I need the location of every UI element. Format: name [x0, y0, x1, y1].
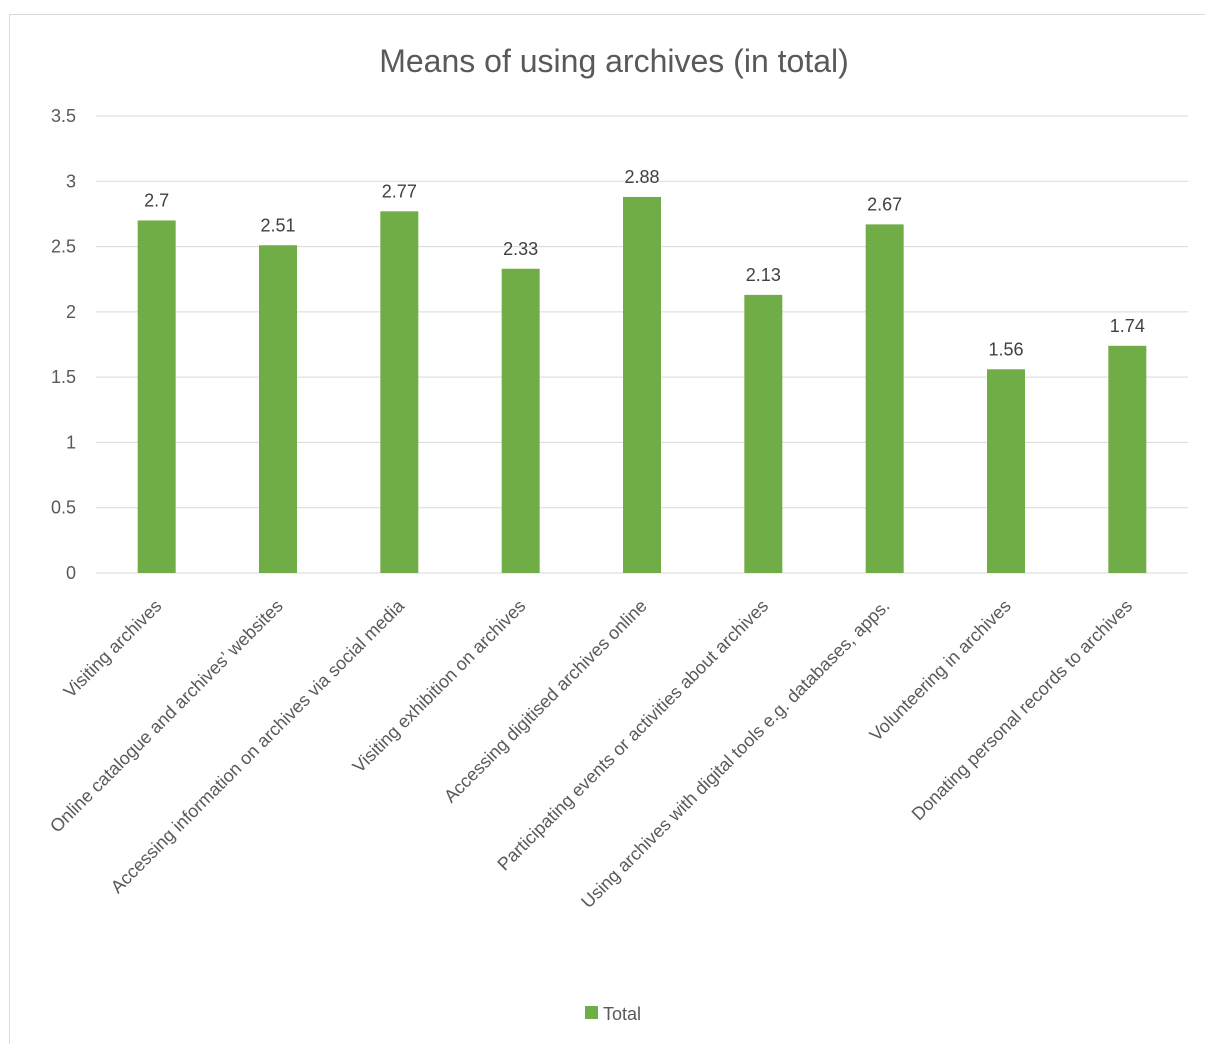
bar	[380, 211, 419, 573]
data-label: 2.88	[624, 167, 659, 187]
y-tick-label: 0.5	[51, 498, 76, 518]
data-label: 1.74	[1110, 316, 1145, 336]
y-tick-label: 1	[66, 432, 76, 452]
data-label: 2.77	[382, 181, 417, 201]
category-label: Accessing digitised archives online	[440, 596, 651, 807]
y-tick-label: 1.5	[51, 367, 76, 387]
category-label: Visiting archives	[60, 596, 166, 702]
y-tick-label: 3.5	[51, 106, 76, 126]
bar	[744, 294, 783, 573]
legend-swatch-total	[585, 1006, 598, 1019]
category-label: Accessing information on archives via so…	[107, 595, 409, 897]
legend-label-total: Total	[603, 1004, 641, 1024]
data-label: 1.56	[988, 339, 1023, 359]
data-label: 2.7	[144, 190, 169, 210]
y-tick-label: 0	[66, 563, 76, 583]
bar	[623, 196, 661, 573]
data-labels: 2.7 2.51 2.77 2.33 2.88 2.13 2.67 1.56 1.74	[144, 167, 1145, 359]
y-axis-ticks: 0 0.5 1 1.5 2 2.5 3 3.5	[51, 106, 76, 583]
bar	[865, 224, 904, 574]
y-tick-label: 2	[66, 302, 76, 322]
data-label: 2.51	[260, 215, 295, 235]
y-tick-label: 3	[66, 171, 76, 191]
category-label: Participating events or activities about…	[493, 596, 772, 875]
bar	[501, 268, 540, 573]
bar	[259, 245, 297, 573]
data-label: 2.33	[503, 239, 538, 259]
category-label: Donating personal records to archives	[908, 596, 1137, 825]
data-label: 2.67	[867, 194, 902, 214]
bar	[1108, 345, 1147, 573]
bar	[137, 220, 176, 573]
category-label: Volunteering in archives	[866, 596, 1015, 745]
legend: Total	[585, 1004, 641, 1024]
bar	[987, 369, 1025, 573]
category-label: Online catalogue and archives’ websites	[46, 596, 287, 837]
data-label: 2.13	[746, 265, 781, 285]
y-tick-label: 2.5	[51, 237, 76, 257]
chart-title: Means of using archives (in total)	[379, 43, 849, 79]
bars	[137, 196, 1147, 574]
